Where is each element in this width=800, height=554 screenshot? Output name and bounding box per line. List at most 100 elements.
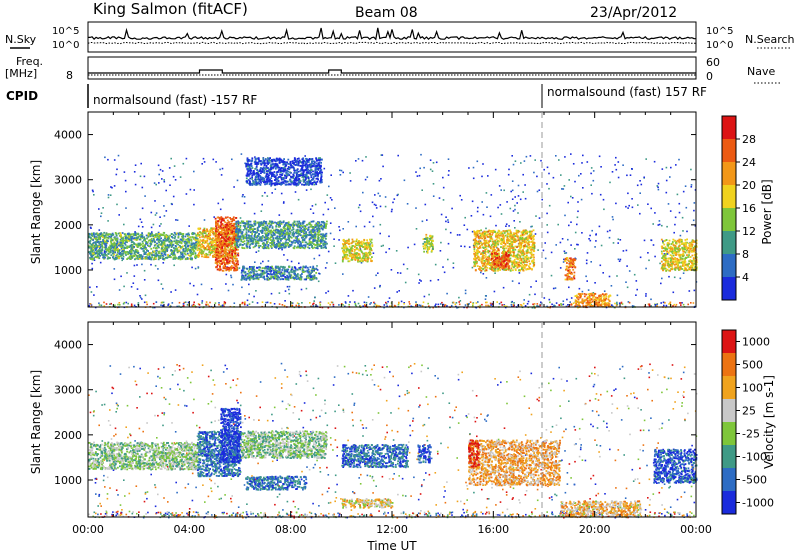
echo-cell (113, 243, 116, 246)
echo-cell (185, 233, 188, 236)
noise-cell (130, 305, 133, 307)
echo-cell (215, 237, 218, 240)
noise-cell (653, 160, 656, 163)
echo-cell (171, 236, 174, 239)
noise-cell (261, 195, 264, 197)
noise-cell (532, 303, 534, 306)
echo-cell (233, 239, 235, 241)
echo-cell (181, 240, 184, 242)
noise-cell (152, 302, 155, 305)
echo-cell (147, 250, 149, 252)
echo-cell (122, 250, 124, 252)
echo-cell (259, 170, 261, 172)
noise-cell (485, 192, 488, 194)
echo-cell (97, 233, 100, 235)
echo-cell (228, 226, 231, 228)
echo-cell (282, 230, 284, 232)
freq-panel: Freq. [MHz] 8 60 0 Nave (5, 55, 780, 84)
echo-cell (132, 255, 135, 258)
noise-cell (511, 280, 514, 282)
noise-cell (153, 182, 156, 184)
echo-cell (295, 235, 298, 238)
freq-frame (87, 56, 697, 80)
noise-cell (658, 223, 661, 226)
echo-cell (246, 239, 248, 242)
echo-cell (130, 247, 133, 250)
echo-cell (296, 220, 299, 223)
echo-cell (237, 234, 239, 236)
echo-cell (280, 230, 283, 233)
echo-cell (117, 247, 119, 250)
noise-cell (590, 261, 592, 263)
noise-cell (257, 250, 260, 252)
noise-cell (647, 203, 649, 205)
noise-cell (338, 226, 340, 228)
echo-cell (133, 237, 136, 239)
noise-cell (519, 221, 521, 223)
echo-cell (177, 232, 180, 235)
echo-cell (322, 225, 325, 228)
echo-cell (130, 245, 133, 247)
noise-cell (220, 174, 223, 176)
echo-cell (131, 235, 134, 238)
noise-cell (267, 260, 270, 262)
noise-cell (435, 161, 438, 164)
echo-cell (254, 168, 257, 170)
noise-cell (631, 305, 634, 307)
echo-cell (100, 244, 103, 246)
noise-cell (123, 171, 126, 173)
echo-cell (312, 220, 314, 223)
echo-cell (99, 243, 102, 246)
echo-cell (122, 241, 125, 243)
echo-cell (218, 217, 221, 219)
noise-cell (368, 221, 371, 223)
noise-cell (130, 286, 133, 288)
echo-cell (229, 248, 231, 251)
noise-cell (582, 187, 584, 189)
noise-cell (310, 188, 312, 191)
echo-cell (310, 162, 313, 165)
noise-cell (479, 304, 481, 307)
echo-cell (212, 237, 214, 240)
noise-cell (298, 305, 300, 307)
echo-cell (232, 236, 235, 238)
echo-cell (287, 246, 290, 248)
echo-cell (269, 159, 272, 162)
echo-cell (137, 242, 140, 245)
echo-cell (223, 242, 226, 245)
echo-cell (188, 233, 190, 236)
noise-cell (441, 301, 443, 304)
echo-cell (314, 171, 317, 174)
echo-cell (160, 253, 163, 256)
echo-cell (239, 237, 242, 239)
echo-cell (127, 239, 130, 242)
echo-cell (215, 266, 218, 268)
echo-cell (237, 225, 239, 228)
echo-cell (88, 233, 91, 236)
echo-cell (124, 251, 127, 253)
echo-cell (317, 169, 320, 171)
echo-cell (125, 240, 127, 243)
noise-cell (432, 195, 435, 197)
echo-cell (235, 231, 237, 233)
noise-cell (271, 192, 273, 194)
echo-cell (279, 220, 282, 223)
echo-cell (257, 160, 260, 163)
echo-cell (252, 228, 255, 231)
echo-cell (282, 181, 284, 183)
echo-cell (107, 257, 110, 260)
noise-cell (625, 281, 627, 283)
noise-cell (648, 304, 651, 307)
echo-cell (192, 252, 195, 255)
noise-cell (673, 276, 676, 279)
echo-cell (309, 241, 311, 244)
echo-cell (245, 234, 248, 237)
echo-cell (268, 159, 270, 162)
noise-cell (90, 291, 93, 293)
noise-cell (254, 156, 256, 158)
echo-cell (247, 170, 249, 173)
echo-cell (224, 224, 227, 226)
noise-cell (206, 303, 209, 306)
echo-cell (307, 171, 309, 174)
noise-cell (296, 302, 299, 304)
